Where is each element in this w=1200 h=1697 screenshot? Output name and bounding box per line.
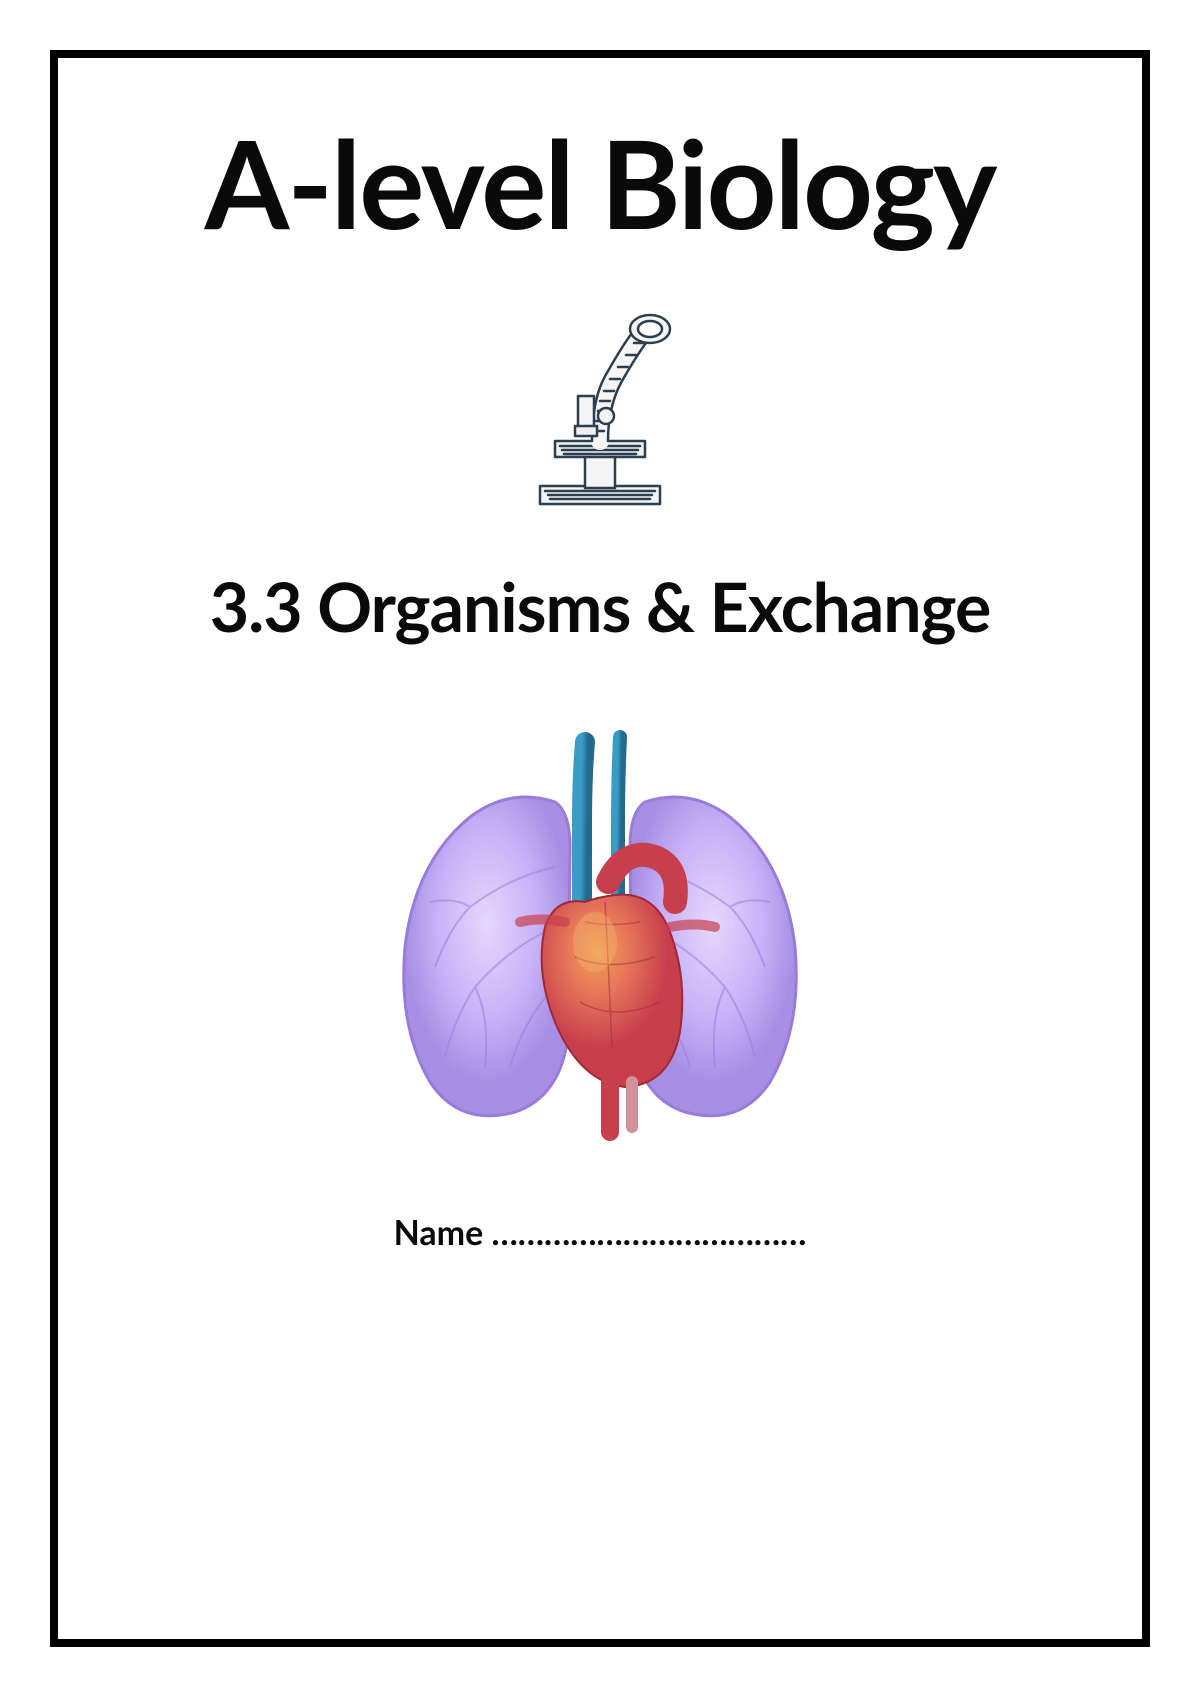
subtitle: 3.3 Organisms & Exchange	[210, 566, 991, 647]
microscope-icon	[500, 301, 700, 511]
page-border: A-level Biology	[50, 50, 1150, 1647]
heart-lungs-illustration	[360, 727, 840, 1147]
main-title: A-level Biology	[205, 118, 996, 246]
name-field: Name ………………………………	[394, 1212, 807, 1253]
